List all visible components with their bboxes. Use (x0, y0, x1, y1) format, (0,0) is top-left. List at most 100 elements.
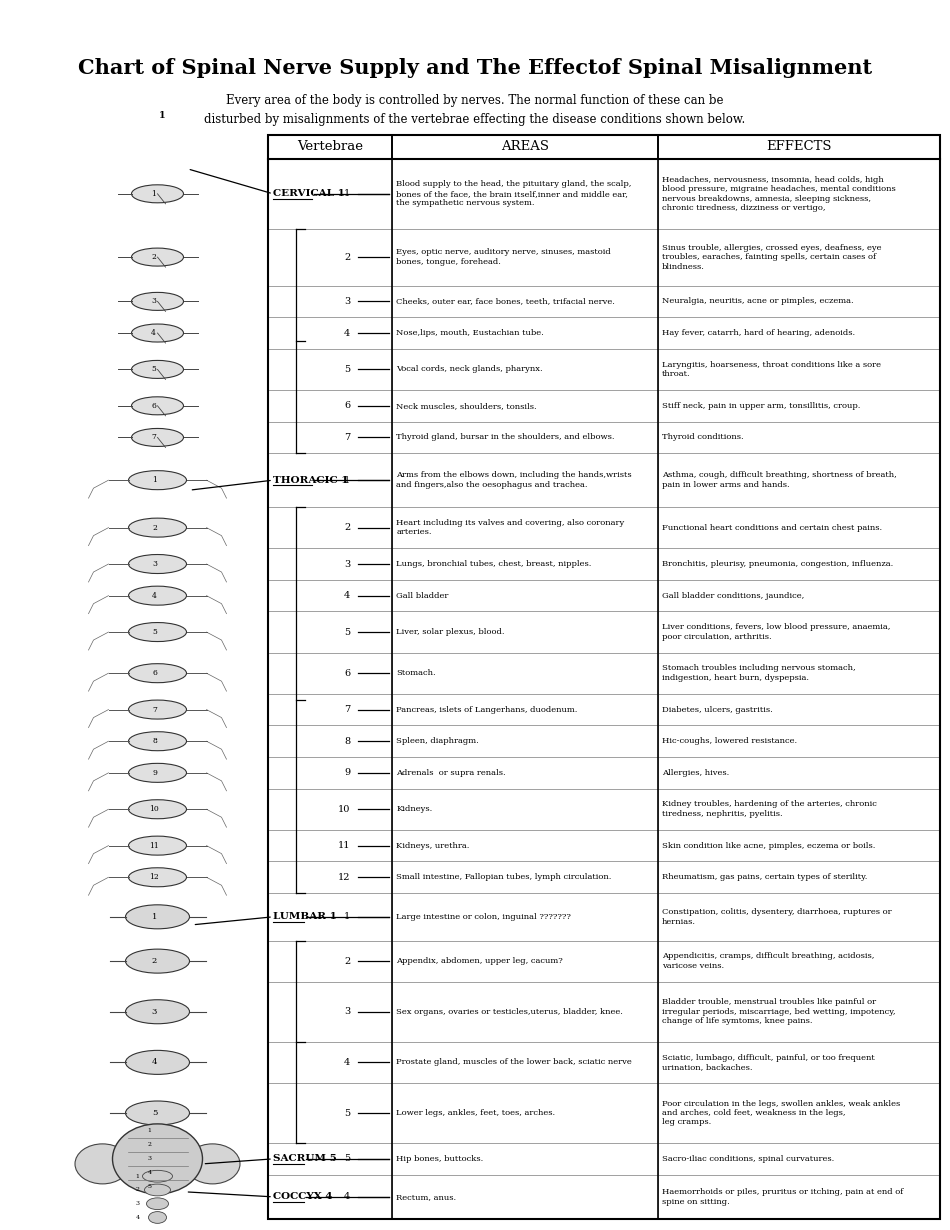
Text: THORACIC 1: THORACIC 1 (273, 476, 349, 485)
Text: AREAS: AREAS (501, 140, 549, 154)
Text: Gall bladder: Gall bladder (396, 592, 448, 600)
Ellipse shape (125, 950, 189, 973)
Text: Adrenals  or supra renals.: Adrenals or supra renals. (396, 769, 506, 777)
Text: 1: 1 (344, 189, 351, 198)
Text: Skin condition like acne, pimples, eczema or boils.: Skin condition like acne, pimples, eczem… (662, 841, 875, 850)
Text: 2: 2 (152, 957, 157, 966)
Text: Constipation, colitis, dysentery, diarrhoea, ruptures or
hernias.: Constipation, colitis, dysentery, diarrh… (662, 908, 891, 925)
Ellipse shape (128, 732, 186, 750)
Text: Hip bones, buttocks.: Hip bones, buttocks. (396, 1155, 484, 1162)
Text: Arms from the elbows down, including the hands,wrists
and fingers,also the oesop: Arms from the elbows down, including the… (396, 471, 632, 488)
Text: 2: 2 (136, 1187, 140, 1192)
Text: Hay fever, catarrh, hard of hearing, adenoids.: Hay fever, catarrh, hard of hearing, ade… (662, 330, 855, 337)
Ellipse shape (185, 1144, 240, 1184)
Text: 7: 7 (151, 433, 156, 442)
Text: 2: 2 (344, 252, 351, 262)
Ellipse shape (128, 664, 186, 683)
Ellipse shape (128, 868, 186, 887)
Bar (268, 830, 940, 861)
Text: Laryngitis, hoarseness, throat conditions like a sore
throat.: Laryngitis, hoarseness, throat condition… (662, 360, 881, 378)
Bar (268, 1042, 940, 1082)
Text: 12: 12 (338, 873, 351, 882)
Text: 3: 3 (152, 560, 157, 568)
Text: Stomach troubles including nervous stomach,
indigestion, heart burn, dyspepsia.: Stomach troubles including nervous stoma… (662, 664, 855, 681)
Text: Vertebrae: Vertebrae (297, 140, 363, 154)
Text: 1: 1 (152, 476, 157, 485)
Bar (268, 893, 940, 941)
Text: Sacro-iliac conditions, spinal curvatures.: Sacro-iliac conditions, spinal curvature… (662, 1155, 834, 1162)
Text: 4: 4 (344, 1192, 351, 1202)
Text: Every area of the body is controlled by nerves. The normal function of these can: Every area of the body is controlled by … (204, 93, 746, 125)
Text: 5: 5 (147, 1184, 151, 1189)
Text: 1: 1 (147, 1128, 151, 1133)
Bar (268, 579, 940, 611)
Text: 1: 1 (152, 913, 157, 921)
Bar (268, 422, 940, 454)
Text: Stiff neck, pain in upper arm, tonsillitis, croup.: Stiff neck, pain in upper arm, tonsillit… (662, 402, 860, 410)
Text: Chart of Spinal Nerve Supply and The Effectof Spinal Misalignment: Chart of Spinal Nerve Supply and The Eff… (78, 58, 872, 77)
Bar (268, 135, 940, 1219)
Text: Vocal cords, neck glands, pharynx.: Vocal cords, neck glands, pharynx. (396, 365, 543, 374)
Text: 4: 4 (147, 1171, 152, 1176)
Text: Neck muscles, shoulders, tonsils.: Neck muscles, shoulders, tonsils. (396, 402, 537, 410)
Text: Hic-coughs, lowered resistance.: Hic-coughs, lowered resistance. (662, 737, 797, 745)
Text: Headaches, nervousness, insomnia, head colds, high
blood pressure, migraine head: Headaches, nervousness, insomnia, head c… (662, 176, 896, 212)
Text: COCCYX 4: COCCYX 4 (273, 1192, 332, 1202)
Text: Diabetes, ulcers, gastritis.: Diabetes, ulcers, gastritis. (662, 706, 772, 713)
Text: 4: 4 (151, 330, 156, 337)
Bar (268, 611, 940, 653)
Text: 10: 10 (150, 806, 160, 813)
Bar (268, 229, 940, 285)
Text: Appendix, abdomen, upper leg, cacum?: Appendix, abdomen, upper leg, cacum? (396, 957, 563, 966)
Ellipse shape (125, 1000, 189, 1023)
Text: 5: 5 (344, 1108, 351, 1118)
Text: 3: 3 (344, 1007, 351, 1016)
Ellipse shape (128, 555, 186, 573)
Text: Bronchitis, pleurisy, pneumonia, congestion, influenza.: Bronchitis, pleurisy, pneumonia, congest… (662, 560, 893, 568)
Text: 2: 2 (344, 523, 351, 533)
Text: SACRUM 5: SACRUM 5 (273, 1155, 336, 1164)
Text: Blood supply to the head, the pituitary gland, the scalp,
bones of the face, the: Blood supply to the head, the pituitary … (396, 181, 632, 208)
Text: 5: 5 (152, 1109, 157, 1117)
Text: Rectum, anus.: Rectum, anus. (396, 1193, 456, 1200)
Text: Prostate gland, muscles of the lower back, sciatic nerve: Prostate gland, muscles of the lower bac… (396, 1058, 632, 1066)
Text: 12: 12 (150, 873, 160, 881)
Text: 5: 5 (152, 629, 157, 636)
Text: Lungs, bronchial tubes, chest, breast, nipples.: Lungs, bronchial tubes, chest, breast, n… (396, 560, 592, 568)
Text: 2: 2 (344, 957, 351, 966)
Text: Sciatic, lumbago, difficult, painful, or too frequent
urination, backaches.: Sciatic, lumbago, difficult, painful, or… (662, 1054, 875, 1071)
Ellipse shape (146, 1198, 168, 1209)
Text: Allergies, hives.: Allergies, hives. (662, 769, 729, 777)
Bar (268, 1082, 940, 1143)
Text: 5: 5 (151, 365, 156, 374)
Text: 3: 3 (147, 1156, 151, 1161)
Text: Haemorrhoids or piles, pruritus or itching, pain at end of
spine on sitting.: Haemorrhoids or piles, pruritus or itchi… (662, 1188, 903, 1205)
Bar (268, 390, 940, 422)
Bar (268, 1175, 940, 1219)
Text: Lower legs, ankles, feet, toes, arches.: Lower legs, ankles, feet, toes, arches. (396, 1109, 556, 1117)
Text: Poor circulation in the legs, swollen ankles, weak ankles
and arches, cold feet,: Poor circulation in the legs, swollen an… (662, 1100, 900, 1127)
Text: CERVICAL 1: CERVICAL 1 (273, 189, 345, 198)
Text: Pancreas, islets of Langerhans, duodenum.: Pancreas, islets of Langerhans, duodenum… (396, 706, 578, 713)
Bar (268, 349, 940, 390)
Text: Asthma, cough, difficult breathing, shortness of breath,
pain in lower arms and : Asthma, cough, difficult breathing, shor… (662, 471, 897, 488)
Text: 1: 1 (344, 476, 351, 485)
Ellipse shape (125, 905, 189, 929)
Text: 3: 3 (136, 1202, 140, 1207)
Text: 6: 6 (344, 669, 351, 678)
Text: 2: 2 (151, 253, 156, 261)
Text: LUMBAR 1: LUMBAR 1 (273, 913, 337, 921)
Text: Spleen, diaphragm.: Spleen, diaphragm. (396, 737, 479, 745)
Text: 1: 1 (160, 111, 166, 119)
Text: Gall bladder conditions, jaundice,: Gall bladder conditions, jaundice, (662, 592, 804, 600)
Text: Sinus trouble, allergies, crossed eyes, deafness, eye
troubles, earaches, fainti: Sinus trouble, allergies, crossed eyes, … (662, 244, 882, 271)
Ellipse shape (131, 323, 183, 342)
Text: 3: 3 (344, 296, 351, 306)
Text: 7: 7 (152, 706, 157, 713)
Text: 8: 8 (344, 737, 351, 745)
Text: 11: 11 (150, 841, 160, 850)
Text: Eyes, optic nerve, auditory nerve, sinuses, mastoid
bones, tongue, forehead.: Eyes, optic nerve, auditory nerve, sinus… (396, 248, 611, 266)
Text: 5: 5 (344, 365, 351, 374)
Text: 6: 6 (152, 669, 157, 678)
Text: 5: 5 (344, 1155, 351, 1164)
